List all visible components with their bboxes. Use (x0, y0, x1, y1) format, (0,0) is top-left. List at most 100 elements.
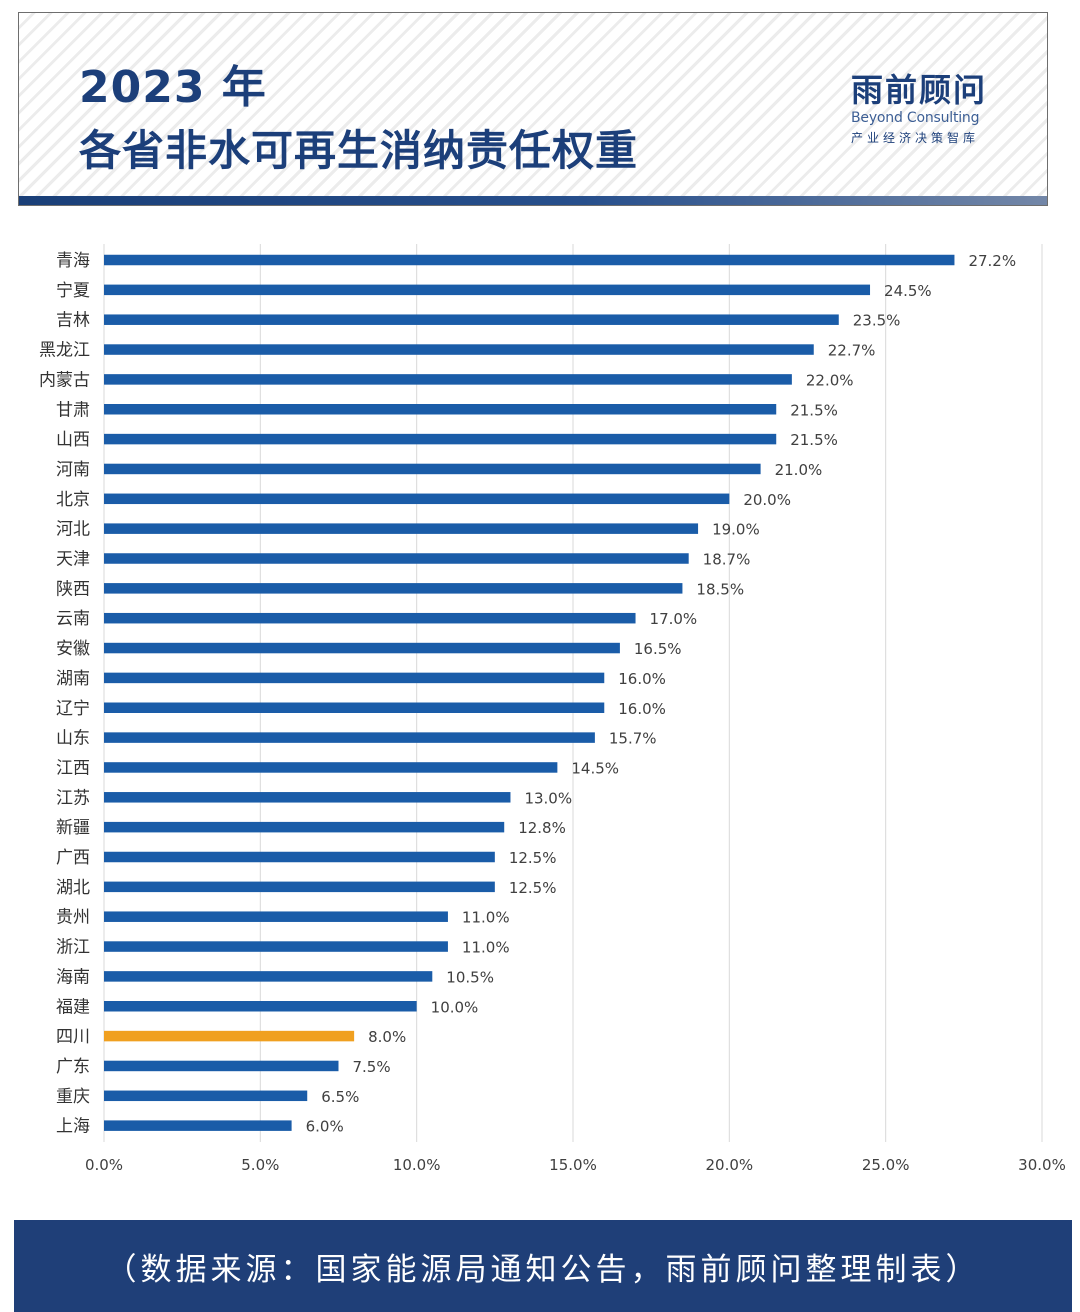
category-label: 山东 (56, 729, 90, 749)
category-label: 黑龙江 (39, 341, 90, 361)
bar (104, 1060, 339, 1072)
category-label: 重庆 (56, 1087, 90, 1107)
data-label: 21.5% (790, 431, 838, 449)
category-label: 青海 (56, 251, 90, 271)
data-label: 6.0% (306, 1118, 344, 1136)
data-label: 24.5% (884, 282, 932, 300)
data-label: 11.0% (462, 909, 510, 927)
bar (104, 254, 955, 266)
category-label: 江苏 (56, 788, 90, 808)
bar (104, 732, 595, 743)
bar (104, 881, 495, 893)
category-label: 河南 (56, 460, 90, 480)
data-label: 21.5% (790, 401, 838, 419)
bar (104, 344, 814, 355)
data-label: 12.5% (509, 879, 557, 897)
bar (104, 463, 761, 475)
bar (104, 821, 505, 833)
category-label: 湖北 (56, 878, 90, 898)
category-label: 海南 (56, 967, 90, 987)
bar (104, 1120, 292, 1131)
bar (104, 702, 605, 713)
data-label: 18.7% (703, 551, 751, 569)
category-label: 甘肃 (56, 400, 90, 420)
data-label: 19.0% (712, 521, 760, 539)
data-label: 27.2% (968, 252, 1016, 270)
category-label: 上海 (56, 1117, 90, 1137)
logo-tagline: 产业经济决策智库 (851, 131, 980, 145)
category-label: 安徽 (56, 639, 90, 659)
data-label: 22.7% (828, 342, 876, 360)
data-label: 17.0% (650, 610, 698, 628)
data-label: 12.8% (518, 819, 566, 837)
bar (104, 851, 495, 863)
category-label: 天津 (56, 550, 90, 570)
data-label: 10.5% (446, 968, 494, 986)
data-label: 20.0% (743, 491, 791, 509)
bar (104, 553, 689, 564)
bar (104, 792, 511, 803)
bar (104, 911, 448, 922)
data-label: 18.5% (696, 580, 744, 598)
logo-english: Beyond Consulting (851, 110, 980, 126)
x-tick-label: 15.0% (549, 1156, 597, 1174)
category-label: 云南 (56, 609, 90, 629)
category-label: 山西 (56, 430, 90, 450)
data-label: 16.5% (634, 640, 682, 658)
bar (104, 642, 620, 654)
bar (104, 583, 683, 594)
data-label: 23.5% (853, 312, 901, 330)
bar (104, 762, 558, 773)
category-label: 吉林 (56, 311, 90, 331)
data-label: 12.5% (509, 849, 557, 867)
category-label: 广东 (56, 1057, 90, 1077)
category-label: 宁夏 (56, 281, 90, 301)
category-label: 广西 (56, 848, 90, 868)
bar (104, 433, 777, 445)
bar (104, 404, 777, 415)
data-label: 16.0% (618, 700, 666, 718)
chart-title: 各省非水可再生消纳责任权重 (79, 126, 639, 175)
bar (104, 493, 730, 505)
bar (104, 1090, 308, 1102)
bar-chart: 0.0% 5.0% 10.0% 15.0% 20.0% 25.0% 30.0% 青海 27.2%… (39, 244, 1066, 1174)
brand-logo: 雨前顾问 Beyond Consulting 产业经济决策智库 (851, 71, 1009, 147)
category-label: 新疆 (56, 818, 90, 838)
category-label: 河北 (56, 520, 90, 540)
bar (104, 1001, 417, 1012)
data-label: 16.0% (618, 670, 666, 688)
x-tick-label: 5.0% (241, 1156, 279, 1174)
x-tick-label: 25.0% (862, 1156, 910, 1174)
bar (104, 971, 433, 982)
data-label: 22.0% (806, 371, 854, 389)
bar (104, 523, 699, 534)
category-label: 陕西 (56, 579, 90, 599)
category-label: 北京 (56, 490, 90, 510)
header-banner: 2023 年 各省非水可再生消纳责任权重 雨前顾问 Beyond Consult… (18, 12, 1048, 206)
x-tick-label: 0.0% (85, 1156, 123, 1174)
data-label: 11.0% (462, 939, 510, 957)
bar (104, 612, 636, 624)
bar (104, 314, 839, 325)
category-label: 湖南 (56, 669, 90, 689)
category-label: 内蒙古 (39, 370, 90, 390)
data-label: 8.0% (368, 1028, 406, 1046)
x-tick-label: 30.0% (1018, 1156, 1066, 1174)
bar (104, 672, 605, 684)
data-label: 21.0% (775, 461, 823, 479)
bar (104, 374, 792, 385)
data-label: 7.5% (353, 1058, 391, 1076)
source-note: （数据来源：国家能源局通知公告，雨前顾问整理制表） (105, 1251, 981, 1288)
header-underline-band (19, 196, 1047, 205)
source-footer: （数据来源：国家能源局通知公告，雨前顾问整理制表） (14, 1220, 1072, 1312)
data-label: 13.0% (524, 789, 572, 807)
data-label: 15.7% (609, 730, 657, 748)
data-label: 6.5% (321, 1088, 359, 1106)
bar (104, 941, 448, 952)
category-label: 浙江 (56, 938, 90, 958)
chart-title-year: 2023 年 (79, 62, 267, 113)
data-label: 14.5% (571, 759, 619, 777)
data-label: 10.0% (431, 998, 479, 1016)
category-label: 福建 (56, 997, 90, 1017)
category-label: 江西 (56, 758, 90, 778)
